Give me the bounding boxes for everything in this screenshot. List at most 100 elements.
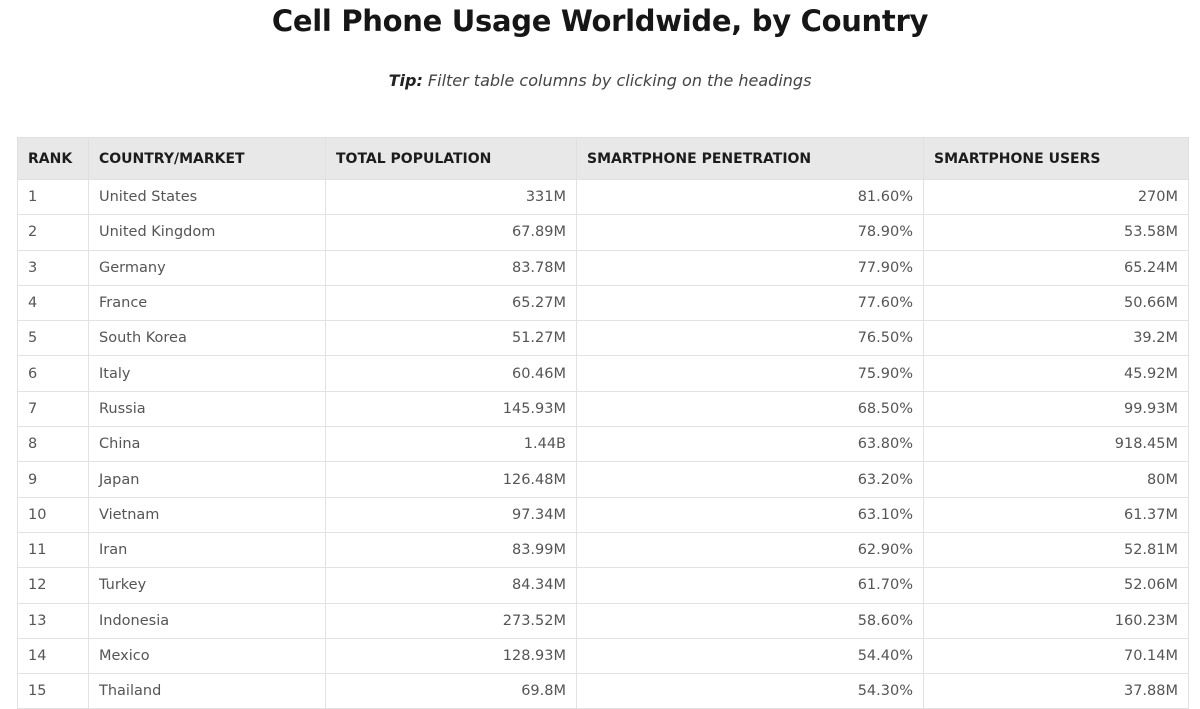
table-row: 9 Japan 126.48M 63.20% 80M — [17, 461, 1189, 498]
cell-rank: 10 — [17, 496, 89, 533]
cell-country: Mexico — [88, 637, 326, 675]
cell-rank: 9 — [17, 461, 89, 498]
cell-users: 50.66M — [923, 284, 1189, 322]
table-row: 8 China 1.44B 63.80% 918.45M — [17, 426, 1189, 463]
cell-penetration: 78.90% — [576, 214, 924, 251]
cell-population: 65.27M — [325, 284, 577, 322]
table-row: 4 France 65.27M 77.60% 50.66M — [17, 284, 1189, 322]
cell-rank: 7 — [17, 390, 89, 428]
cell-country: Indonesia — [88, 602, 326, 639]
table-row: 6 Italy 60.46M 75.90% 45.92M — [17, 355, 1189, 392]
table-header-row: RANK COUNTRY/MARKET TOTAL POPULATION SMA… — [17, 137, 1189, 180]
table-row: 13 Indonesia 273.52M 58.60% 160.23M — [17, 602, 1189, 639]
cell-users: 45.92M — [923, 355, 1189, 392]
table-row: 5 South Korea 51.27M 76.50% 39.2M — [17, 320, 1189, 357]
cell-penetration: 77.60% — [576, 284, 924, 322]
header-total-population[interactable]: TOTAL POPULATION — [325, 137, 577, 180]
cell-country: South Korea — [88, 320, 326, 357]
tip-label: Tip: — [388, 71, 423, 90]
cell-penetration: 75.90% — [576, 355, 924, 392]
table-row: 11 Iran 83.99M 62.90% 52.81M — [17, 531, 1189, 569]
cell-country: Japan — [88, 461, 326, 498]
cell-population: 273.52M — [325, 602, 577, 639]
cell-population: 1.44B — [325, 426, 577, 463]
cell-users: 53.58M — [923, 214, 1189, 251]
table-row: 14 Mexico 128.93M 54.40% 70.14M — [17, 637, 1189, 675]
page-title: Cell Phone Usage Worldwide, by Country — [271, 4, 929, 38]
cell-country: Vietnam — [88, 496, 326, 533]
cell-rank: 12 — [17, 567, 89, 604]
cell-population: 83.99M — [325, 531, 577, 569]
cell-rank: 1 — [17, 178, 89, 216]
cell-users: 37.88M — [923, 673, 1189, 709]
cell-rank: 11 — [17, 531, 89, 569]
cell-rank: 4 — [17, 284, 89, 322]
cell-country: United Kingdom — [88, 214, 326, 251]
cell-population: 331M — [325, 178, 577, 216]
table-row: 12 Turkey 84.34M 61.70% 52.06M — [17, 567, 1189, 604]
table-row: 7 Russia 145.93M 68.50% 99.93M — [17, 390, 1189, 428]
header-rank[interactable]: RANK — [17, 137, 89, 180]
cell-penetration: 54.30% — [576, 673, 924, 709]
cell-population: 60.46M — [325, 355, 577, 392]
cell-penetration: 62.90% — [576, 531, 924, 569]
cell-penetration: 63.10% — [576, 496, 924, 533]
cell-penetration: 54.40% — [576, 637, 924, 675]
cell-country: United States — [88, 178, 326, 216]
cell-population: 51.27M — [325, 320, 577, 357]
tip-text: Tip: Filter table columns by clicking on… — [0, 71, 1200, 90]
cell-rank: 14 — [17, 637, 89, 675]
cell-country: Iran — [88, 531, 326, 569]
cell-users: 80M — [923, 461, 1189, 498]
table-body: 1 United States 331M 81.60% 270M 2 Unite… — [17, 178, 1189, 709]
cell-penetration: 81.60% — [576, 178, 924, 216]
cell-users: 65.24M — [923, 249, 1189, 286]
cell-users: 918.45M — [923, 426, 1189, 463]
header-country[interactable]: COUNTRY/MARKET — [88, 137, 326, 180]
table-row: 1 United States 331M 81.60% 270M — [17, 178, 1189, 216]
table-row: 2 United Kingdom 67.89M 78.90% 53.58M — [17, 214, 1189, 251]
header-smartphone-penetration[interactable]: SMARTPHONE PENETRATION — [576, 137, 924, 180]
cell-population: 67.89M — [325, 214, 577, 251]
cell-rank: 8 — [17, 426, 89, 463]
cell-rank: 13 — [17, 602, 89, 639]
cell-country: Germany — [88, 249, 326, 286]
data-table: RANK COUNTRY/MARKET TOTAL POPULATION SMA… — [17, 137, 1189, 709]
cell-population: 126.48M — [325, 461, 577, 498]
cell-penetration: 68.50% — [576, 390, 924, 428]
cell-population: 145.93M — [325, 390, 577, 428]
cell-users: 160.23M — [923, 602, 1189, 639]
cell-users: 52.06M — [923, 567, 1189, 604]
cell-users: 52.81M — [923, 531, 1189, 569]
cell-penetration: 76.50% — [576, 320, 924, 357]
cell-penetration: 77.90% — [576, 249, 924, 286]
cell-users: 39.2M — [923, 320, 1189, 357]
cell-users: 61.37M — [923, 496, 1189, 533]
cell-country: Turkey — [88, 567, 326, 604]
cell-users: 99.93M — [923, 390, 1189, 428]
cell-country: Thailand — [88, 673, 326, 709]
header-smartphone-users[interactable]: SMARTPHONE USERS — [923, 137, 1189, 180]
cell-population: 84.34M — [325, 567, 577, 604]
cell-country: Italy — [88, 355, 326, 392]
cell-rank: 15 — [17, 673, 89, 709]
data-table-container: RANK COUNTRY/MARKET TOTAL POPULATION SMA… — [17, 137, 1189, 709]
cell-users: 270M — [923, 178, 1189, 216]
table-row: 3 Germany 83.78M 77.90% 65.24M — [17, 249, 1189, 286]
cell-rank: 3 — [17, 249, 89, 286]
tip-message: Filter table columns by clicking on the … — [422, 71, 812, 90]
cell-penetration: 63.20% — [576, 461, 924, 498]
cell-penetration: 61.70% — [576, 567, 924, 604]
cell-rank: 5 — [17, 320, 89, 357]
cell-population: 69.8M — [325, 673, 577, 709]
cell-penetration: 63.80% — [576, 426, 924, 463]
cell-country: Russia — [88, 390, 326, 428]
cell-population: 83.78M — [325, 249, 577, 286]
cell-rank: 2 — [17, 214, 89, 251]
table-row: 10 Vietnam 97.34M 63.10% 61.37M — [17, 496, 1189, 533]
cell-population: 97.34M — [325, 496, 577, 533]
cell-penetration: 58.60% — [576, 602, 924, 639]
cell-rank: 6 — [17, 355, 89, 392]
cell-population: 128.93M — [325, 637, 577, 675]
cell-country: China — [88, 426, 326, 463]
